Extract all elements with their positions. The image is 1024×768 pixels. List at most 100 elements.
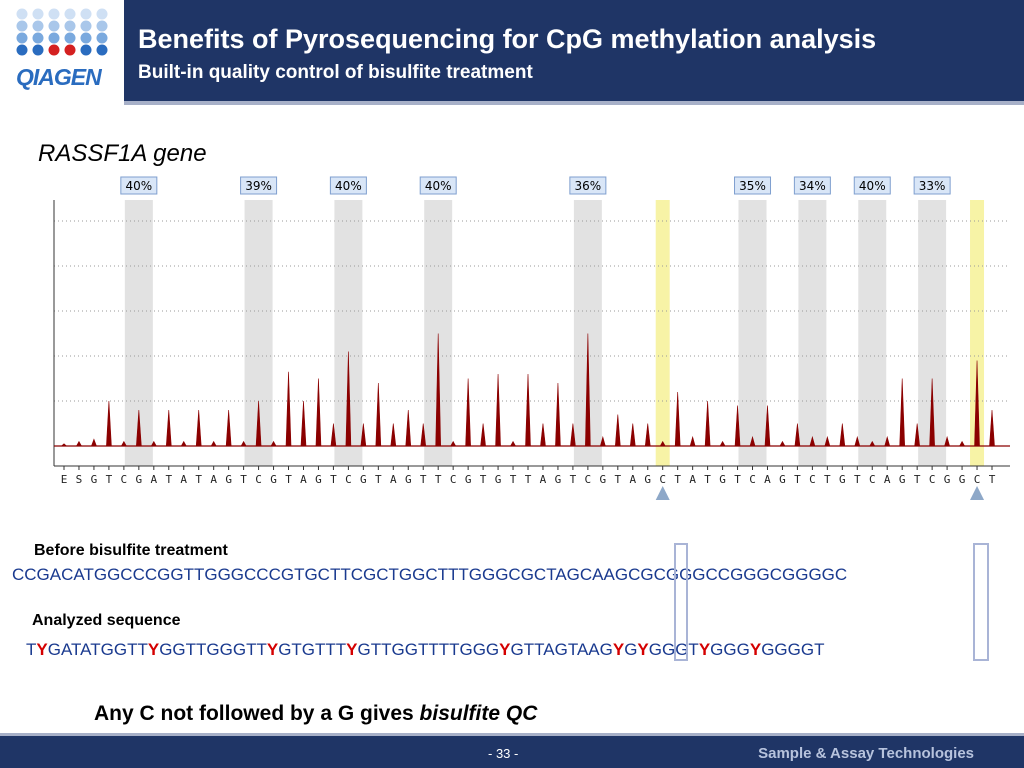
peak-52: [839, 423, 846, 447]
sequence-segment: GGG: [710, 640, 750, 659]
logo-dot: [48, 8, 60, 20]
dispensation-letter: T: [195, 473, 202, 486]
logo-dot: [80, 8, 92, 20]
dispensation-letter: T: [674, 473, 681, 486]
logo-dot: [32, 44, 44, 56]
methylation-label: 40%: [859, 179, 886, 193]
qc-box-right: [973, 543, 989, 661]
takeaway-text: Any C not followed by a G gives bisulfit…: [94, 702, 537, 726]
peak-22: [390, 423, 397, 447]
page-number: - 33 -: [488, 746, 519, 761]
sequence-segment: GTTGGTTTTGGG: [357, 640, 500, 659]
sequence-segment: GTGTTT: [278, 640, 347, 659]
dispensation-letter: G: [644, 473, 651, 486]
peak-23: [405, 409, 412, 447]
peak-12: [240, 440, 247, 447]
before-label: Before bisulfite treatment: [34, 542, 228, 559]
dispensation-letter: T: [989, 473, 996, 486]
dispensation-letter: T: [510, 473, 517, 486]
peak-26: [450, 440, 457, 447]
dispensation-letter: C: [450, 473, 457, 486]
dispensation-letter: G: [600, 473, 607, 486]
peak-0: [60, 443, 68, 447]
sequence-segment: Y: [698, 640, 711, 659]
dispensation-letter: C: [659, 473, 666, 486]
dispensation-letter: C: [929, 473, 936, 486]
peak-17: [315, 378, 322, 447]
peak-60: [959, 440, 966, 447]
logo-dot: [80, 32, 92, 44]
dispensation-letter: G: [225, 473, 232, 486]
page-title: Benefits of Pyrosequencing for CpG methy…: [138, 24, 877, 54]
peak-19: [345, 351, 352, 447]
dispensation-letter: T: [570, 473, 577, 486]
dispensation-letter: A: [390, 473, 397, 486]
peak-58: [929, 378, 935, 447]
page-subtitle: Built-in quality control of bisulfite tr…: [138, 62, 533, 83]
peak-54: [869, 440, 876, 447]
logo-dot: [64, 8, 76, 20]
logo-dot: [32, 8, 44, 20]
dispensation-letter: E: [61, 473, 68, 486]
qc-arrowhead: [655, 486, 670, 500]
peak-28: [480, 423, 486, 447]
dispensation-letter: T: [240, 473, 247, 486]
peak-45: [734, 405, 741, 447]
sequence-segment: Y: [612, 640, 625, 659]
peak-13: [255, 400, 262, 447]
dispensation-letter: A: [300, 473, 307, 486]
sequence-segment: Y: [499, 640, 511, 659]
sequence-segment: GTTAG: [510, 640, 568, 659]
dispensation-letter: T: [914, 473, 921, 486]
methylation-label-box: [419, 176, 457, 195]
methylation-label: 40%: [126, 179, 153, 193]
dispensation-letter: A: [689, 473, 696, 486]
peak-50: [809, 435, 816, 447]
analyzed-sequence: TYGATATGGTTYGGTTGGGTTYGTGTTTYGTTGGTTTTGG…: [26, 640, 824, 660]
sequence-segment: Y: [637, 640, 649, 659]
peak-14: [270, 440, 277, 447]
peak-41: [674, 391, 681, 447]
peak-56: [899, 378, 906, 447]
dispensation-letter: T: [734, 473, 741, 486]
dispensation-letter: A: [629, 473, 636, 486]
peak-51: [824, 435, 831, 447]
peak-49: [794, 423, 801, 447]
logo-dot: [16, 44, 28, 56]
peak-1: [75, 440, 82, 447]
dispensation-letter: C: [121, 473, 128, 486]
before-sequence: CCGACATGGCCCGGTTGGGCCCGTGCTTCGCTGGCTTTGG…: [12, 565, 848, 584]
dispensation-letter: G: [315, 473, 322, 486]
peak-21: [375, 382, 382, 447]
dispensation-letter: T: [106, 473, 113, 486]
methylation-label-box: [240, 176, 278, 195]
peak-7: [165, 409, 172, 447]
peak-55: [884, 435, 891, 447]
peak-37: [614, 414, 621, 447]
dispensation-letter: G: [899, 473, 906, 486]
peak-47: [764, 405, 771, 447]
peak-40: [659, 440, 666, 447]
dispensation-letter: T: [854, 473, 861, 486]
dispensation-letter: C: [869, 473, 876, 486]
cpg-band: [858, 200, 887, 466]
logo-dot: [48, 32, 60, 44]
dispensation-letter: G: [405, 473, 412, 486]
peak-34: [570, 423, 576, 447]
methylation-label: 39%: [245, 179, 272, 193]
methylation-label-box: [734, 176, 772, 195]
logo-dot: [16, 8, 28, 20]
peak-6: [150, 440, 157, 447]
peak-24: [420, 423, 427, 447]
takeaway-main: Any C not followed by a G gives: [94, 702, 420, 725]
dispensation-letter: T: [794, 473, 801, 486]
dispensation-letter: A: [884, 473, 891, 486]
header-bar: Benefits of Pyrosequencing for CpG methy…: [124, 0, 1024, 105]
dispensation-letter: T: [420, 473, 427, 486]
peak-18: [330, 423, 337, 447]
dispensation-letter: G: [495, 473, 502, 486]
dispensation-letter: A: [150, 473, 157, 486]
sequence-segment: T: [814, 640, 825, 659]
dispensation-letter: T: [375, 473, 382, 486]
cpg-band: [798, 200, 827, 466]
